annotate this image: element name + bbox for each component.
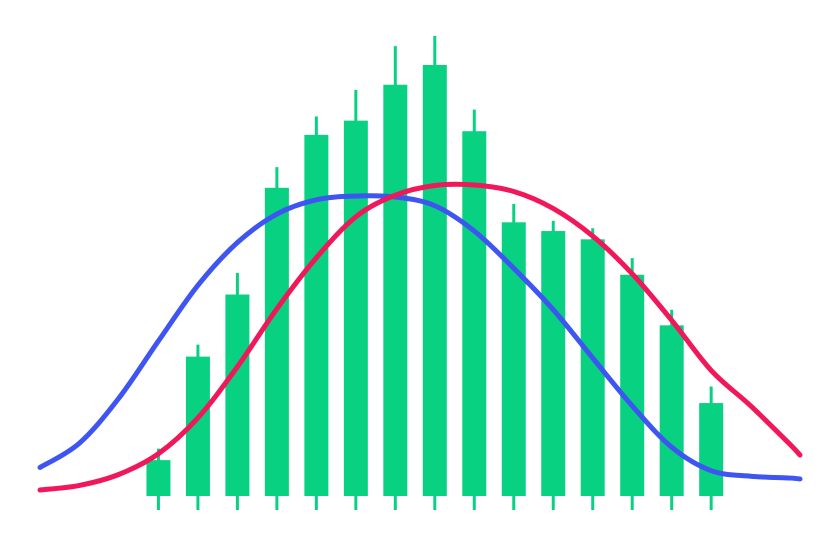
candle-8 bbox=[422, 36, 447, 510]
curves-layer bbox=[37, 181, 803, 493]
candle-5 bbox=[304, 116, 329, 510]
candle-body bbox=[620, 274, 645, 496]
candle-11 bbox=[541, 220, 566, 510]
candle-7 bbox=[383, 46, 408, 510]
candle-10 bbox=[501, 203, 526, 510]
candle-body bbox=[264, 187, 289, 497]
candle-3 bbox=[225, 272, 250, 510]
candle-body bbox=[541, 231, 566, 497]
curve-line-1 bbox=[37, 193, 803, 482]
candle-6 bbox=[343, 89, 368, 510]
candle-body bbox=[304, 134, 329, 496]
candle-body bbox=[146, 460, 171, 496]
candle-body bbox=[659, 325, 684, 496]
candle-body bbox=[225, 294, 250, 496]
candle-body bbox=[422, 64, 447, 496]
candle-1 bbox=[146, 448, 171, 510]
candle-13 bbox=[620, 258, 645, 510]
candle-9 bbox=[462, 109, 487, 510]
candle-4 bbox=[264, 167, 289, 510]
bars-layer bbox=[146, 36, 724, 510]
candle-body bbox=[462, 131, 487, 496]
candle-body bbox=[383, 84, 408, 496]
candle-15 bbox=[699, 386, 724, 510]
candle-body bbox=[699, 403, 724, 496]
curve-line-2 bbox=[37, 181, 803, 493]
candle-14 bbox=[659, 309, 684, 510]
candle-body bbox=[343, 120, 368, 496]
